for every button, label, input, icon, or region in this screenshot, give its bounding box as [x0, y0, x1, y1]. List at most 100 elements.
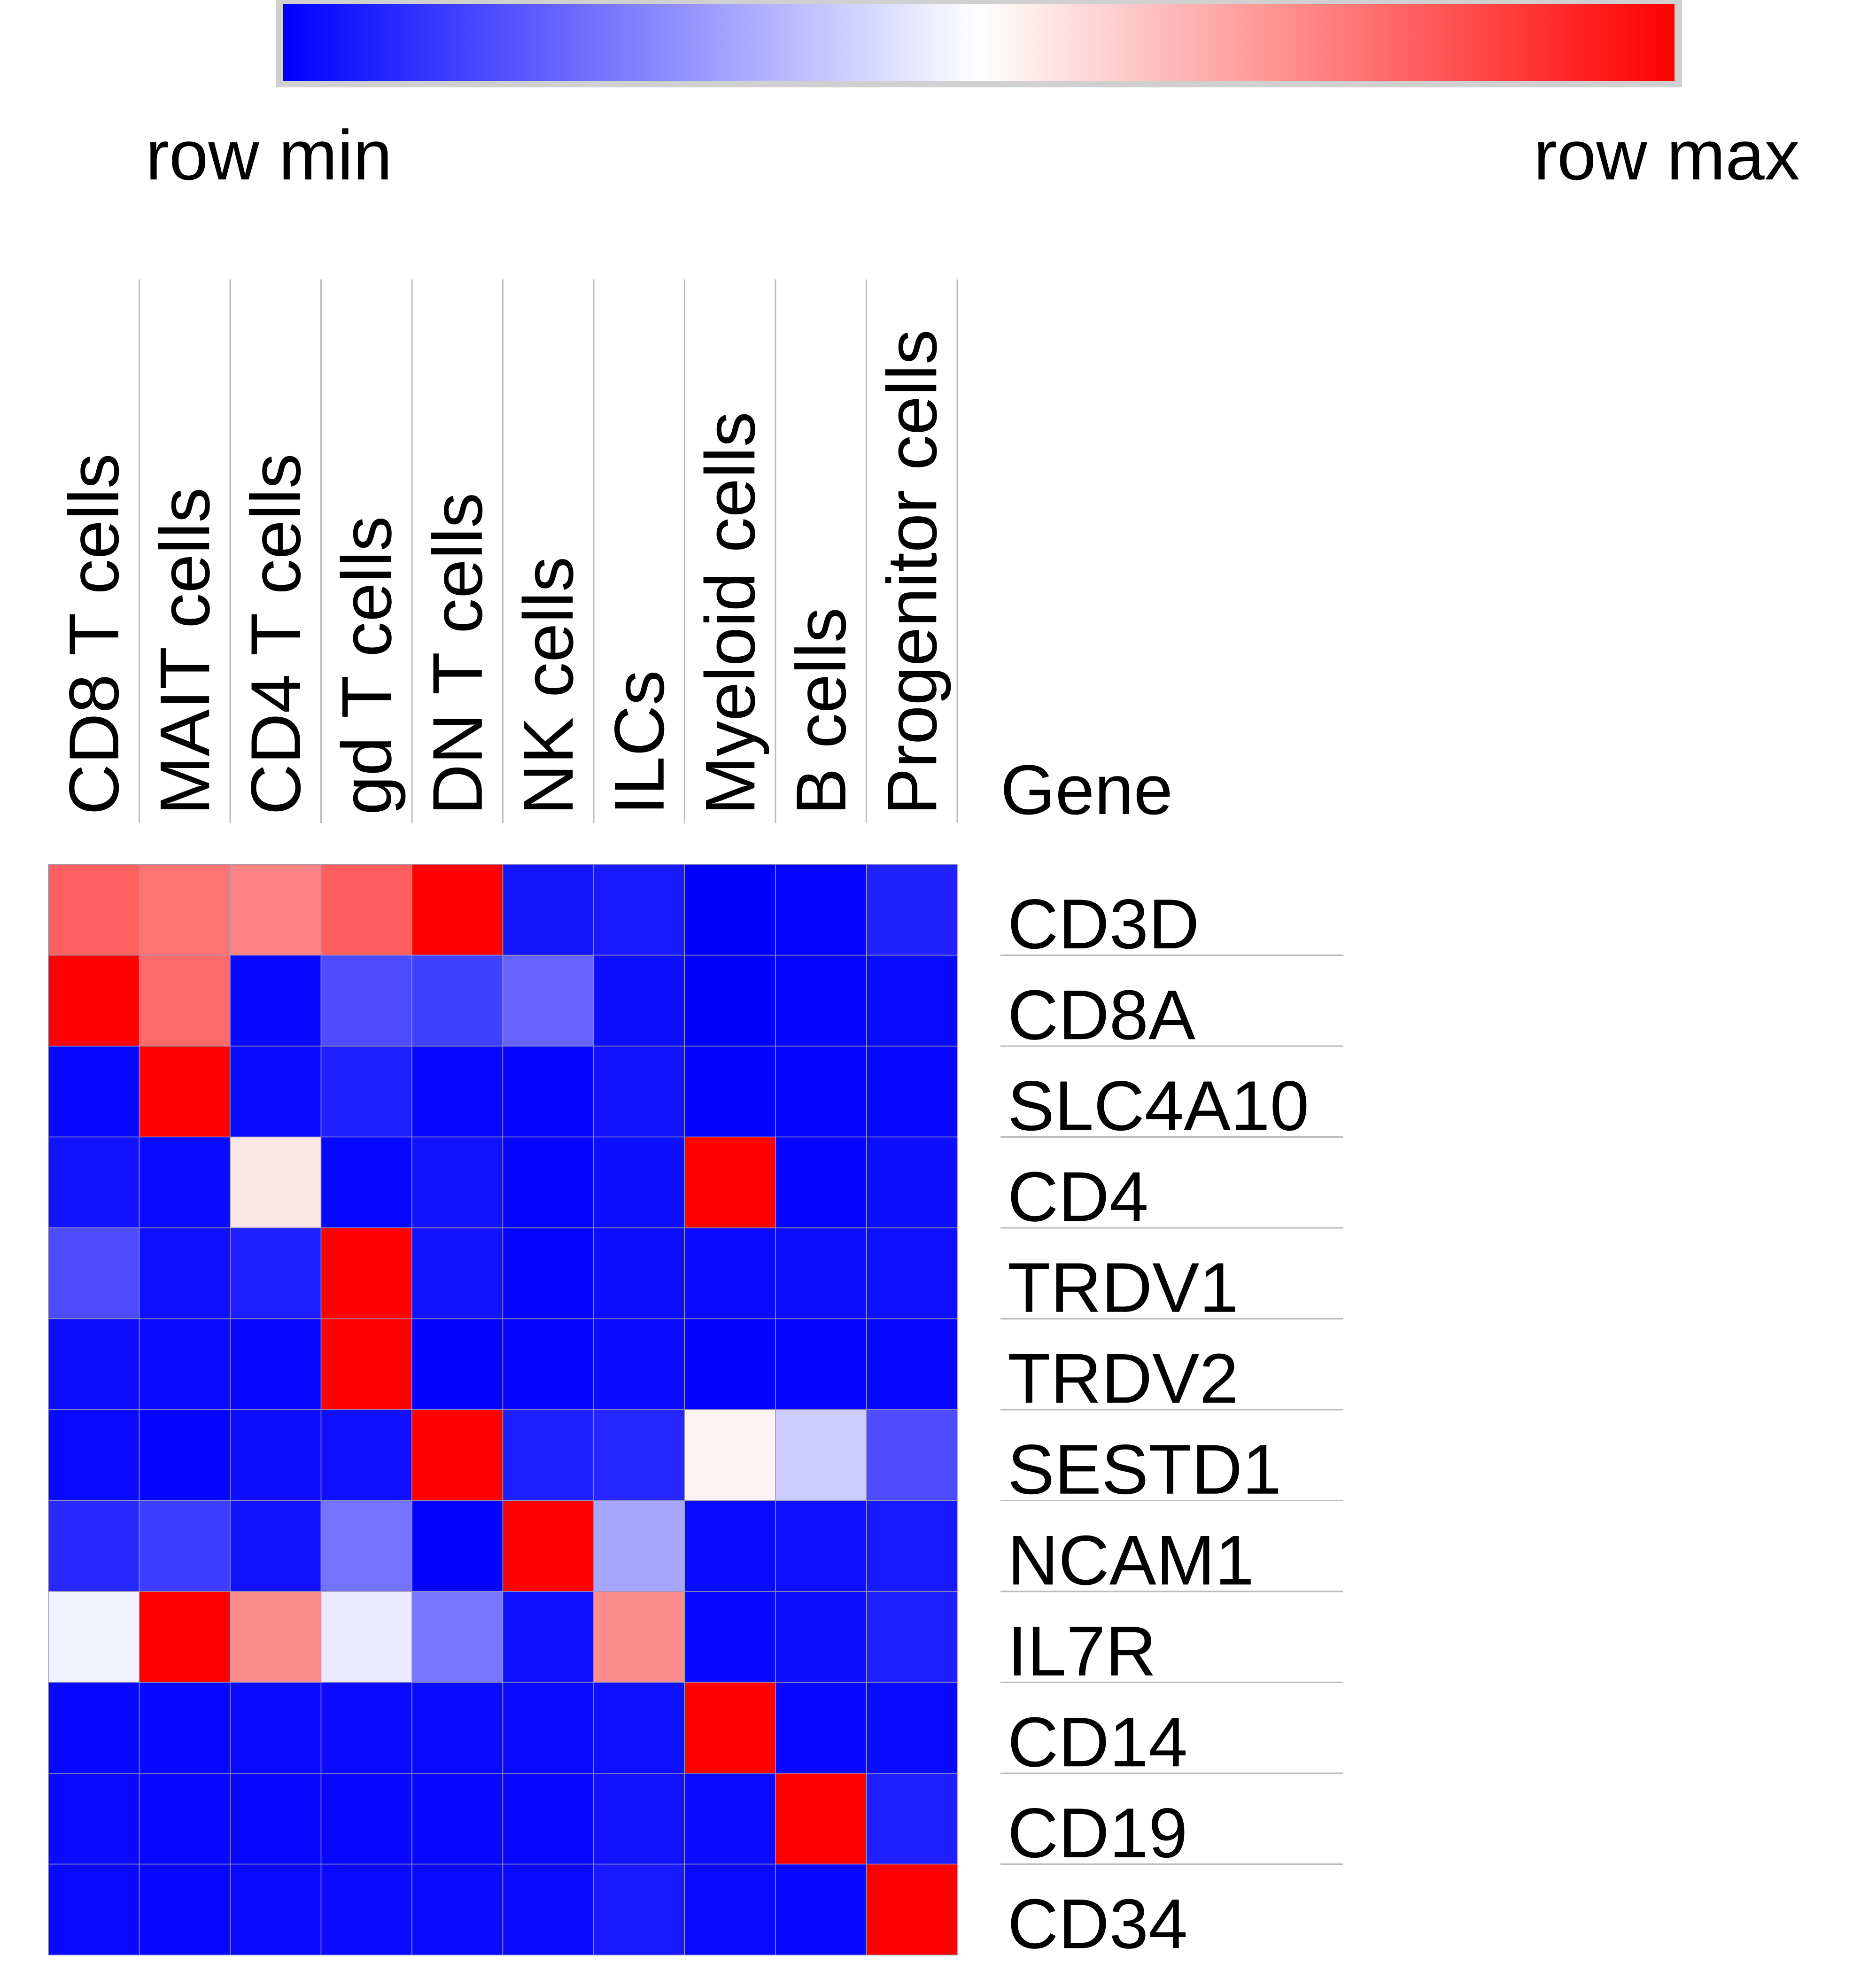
column-label: NK cells [509, 557, 588, 815]
heatmap-cell [866, 1591, 958, 1683]
heatmap-cell [230, 1227, 322, 1319]
row-label: IL7R [1008, 1612, 1156, 1691]
heatmap-cell [502, 864, 594, 956]
heatmap-cell [411, 1409, 504, 1501]
heatmap-cell [775, 1682, 867, 1774]
heatmap-cell [684, 1591, 776, 1683]
column-label: ILCs [600, 670, 679, 815]
heatmap-cell [866, 1773, 958, 1865]
heatmap-cell [320, 1682, 412, 1774]
heatmap-cell [139, 1318, 231, 1410]
heatmap-cell [593, 1409, 685, 1501]
heatmap-cell [320, 1863, 412, 1955]
heatmap-cell [411, 1863, 504, 1955]
heatmap-cell [684, 864, 776, 956]
heatmap-cell [502, 1046, 594, 1138]
heatmap-cell [502, 1227, 594, 1319]
heatmap-cell [502, 1773, 594, 1865]
heatmap-cell [48, 954, 140, 1047]
heatmap-cell [866, 1409, 958, 1501]
heatmap-cell [230, 1682, 322, 1774]
heatmap-cell [48, 1591, 140, 1683]
row-label: SESTD1 [1008, 1430, 1282, 1509]
heatmap-cell [684, 954, 776, 1047]
column-label: DN T cells [418, 493, 497, 815]
heatmap-cell [320, 1318, 412, 1410]
heatmap-cell [775, 1863, 867, 1955]
heatmap-cell [139, 954, 231, 1047]
heatmap-cell [139, 1136, 231, 1228]
heatmap-cell [502, 1136, 594, 1228]
row-label: CD19 [1008, 1793, 1188, 1872]
heatmap-cell [411, 1773, 504, 1865]
column-dividers [139, 279, 958, 823]
heatmap-cell [684, 1318, 776, 1410]
heatmap-cell [684, 1500, 776, 1592]
heatmap-cell [139, 1409, 231, 1501]
heatmap-cell [775, 1409, 867, 1501]
heatmap-cell [502, 1863, 594, 1955]
heatmap-cell [593, 1682, 685, 1774]
heatmap-cell [139, 1227, 231, 1319]
heatmap-cell [866, 1500, 958, 1592]
column-label: CD4 T cells [236, 453, 315, 815]
row-dividers [1000, 954, 1343, 1865]
row-label: TRDV2 [1008, 1339, 1239, 1418]
row-label: CD14 [1008, 1702, 1188, 1781]
heatmap-cell [48, 1318, 140, 1410]
heatmap-cell [866, 1863, 958, 1955]
row-label: CD3D [1008, 885, 1199, 963]
heatmap-cell [320, 1227, 412, 1319]
row-header-label: Gene [1000, 750, 1173, 829]
row-label: TRDV1 [1008, 1248, 1239, 1327]
heatmap-cell [684, 1046, 776, 1138]
heatmap-cell [320, 1591, 412, 1683]
heatmap-cell [320, 1409, 412, 1501]
heatmap-cell [502, 954, 594, 1047]
heatmap-cell [775, 1136, 867, 1228]
heatmap-cell [320, 864, 412, 956]
heatmap-cell [866, 954, 958, 1047]
heatmap-cell [502, 1682, 594, 1774]
heatmap-cell [775, 1227, 867, 1319]
heatmap-cell [411, 1227, 504, 1319]
heatmap-cell [320, 1136, 412, 1228]
heatmap-cell [411, 1591, 504, 1683]
row-labels: CD3D CD8A SLC4A10 CD4 TRDV1 TRDV2 SESTD1 NCAM1 I… [1008, 885, 1309, 1963]
column-label: CD8 T cells [54, 453, 133, 815]
heatmap-cell [139, 1500, 231, 1592]
heatmap-cell [593, 1591, 685, 1683]
heatmap-cell [320, 1500, 412, 1592]
row-label: CD34 [1008, 1884, 1188, 1963]
column-labels: CD8 T cells MAIT cells CD4 T cells gd T cel… [54, 329, 952, 815]
heatmap-cell [139, 1682, 231, 1774]
heatmap-cell [593, 1318, 685, 1410]
heatmap-cell [775, 1500, 867, 1592]
heatmap-cell [593, 1227, 685, 1319]
heatmap-cell [230, 1136, 322, 1228]
heatmap-cell [139, 1591, 231, 1683]
heatmap-cell [230, 1318, 322, 1410]
heatmap-cell [593, 954, 685, 1047]
colorbar [276, 0, 1682, 87]
row-label: SLC4A10 [1008, 1066, 1309, 1145]
heatmap-cell [411, 1318, 504, 1410]
heatmap-cell [502, 1318, 594, 1410]
legend-max-label: row max [1534, 116, 1800, 194]
heatmap-cell [48, 864, 140, 956]
row-label: CD4 [1008, 1157, 1148, 1236]
heatmap-cell [48, 1500, 140, 1592]
heatmap-cell [593, 1863, 685, 1955]
column-label: B cells [782, 607, 860, 815]
heatmap-cell [775, 1046, 867, 1138]
heatmap-cell [48, 1773, 140, 1865]
column-label: gd T cells [327, 516, 406, 815]
heatmap-cell [320, 1046, 412, 1138]
heatmap-cell [866, 1046, 958, 1138]
heatmap-cell [320, 1773, 412, 1865]
legend-min-label: row min [146, 116, 393, 194]
heatmap-cell [775, 1591, 867, 1683]
heatmap-cell [139, 1863, 231, 1955]
heatmap-cells [48, 864, 958, 1955]
heatmap-cell [230, 1046, 322, 1138]
